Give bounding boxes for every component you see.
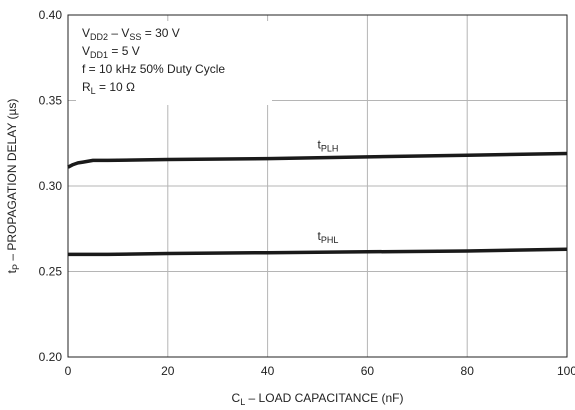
y-tick-label: 0.35 <box>39 94 63 108</box>
annotation: VDD1 = 5 V <box>82 44 140 60</box>
x-axis-label-part: L <box>240 397 245 407</box>
annotation-part: = 30 V <box>141 26 179 40</box>
annotation: VDD2 – VSS = 30 V <box>82 26 180 42</box>
series-line <box>67 151 568 169</box>
x-tick-label: 100 <box>557 364 575 378</box>
y-tick-label: 0.40 <box>39 8 63 22</box>
series-label-part: PLH <box>321 143 339 153</box>
y-tick-label: 0.30 <box>39 179 63 193</box>
series-label: tPLH <box>318 137 339 153</box>
series-label: tPHL <box>318 229 339 245</box>
series-label-part: t <box>318 229 322 243</box>
x-tick-label: 80 <box>461 364 475 378</box>
annotation-part: V <box>82 44 90 58</box>
annotation-part: DD1 <box>90 50 108 60</box>
annotation: RL = 10 Ω <box>82 80 135 96</box>
y-axis-label-part: – PROPAGATION DELAY (µs) <box>5 99 19 264</box>
x-axis-label: CL – LOAD CAPACITANCE (nF) <box>232 391 404 407</box>
plot-frame <box>67 14 568 358</box>
annotation-part: f = 10 kHz 50% Duty Cycle <box>82 62 225 76</box>
y-axis-label-part: t <box>5 269 19 273</box>
annotation-box <box>76 21 272 105</box>
y-tick-label: 0.25 <box>39 265 63 279</box>
x-axis-label-part: C <box>232 391 241 405</box>
annotation-part: L <box>91 86 96 96</box>
annotation-part: = 5 V <box>108 44 140 58</box>
x-axis-label-part: – LOAD CAPACITANCE (nF) <box>245 391 403 405</box>
x-tick-label: 0 <box>65 364 72 378</box>
annotation-part: – V <box>108 26 129 40</box>
y-tick-label: 0.20 <box>39 350 63 364</box>
series-label-part: PHL <box>321 235 339 245</box>
annotation-part: R <box>82 80 91 94</box>
x-tick-label: 60 <box>361 364 375 378</box>
x-tick-label: 40 <box>261 364 275 378</box>
annotation: f = 10 kHz 50% Duty Cycle <box>82 62 225 76</box>
y-axis-label: tP – PROPAGATION DELAY (µs) <box>5 99 21 274</box>
annotation-part: DD2 <box>90 32 108 42</box>
y-axis-label-part: P <box>11 264 21 270</box>
annotation-part: V <box>82 26 90 40</box>
annotation-part: SS <box>129 32 141 42</box>
series-label-part: t <box>318 137 322 151</box>
annotation-part: = 10 Ω <box>96 80 135 94</box>
series-line <box>68 247 568 257</box>
x-tick-label: 20 <box>161 364 175 378</box>
